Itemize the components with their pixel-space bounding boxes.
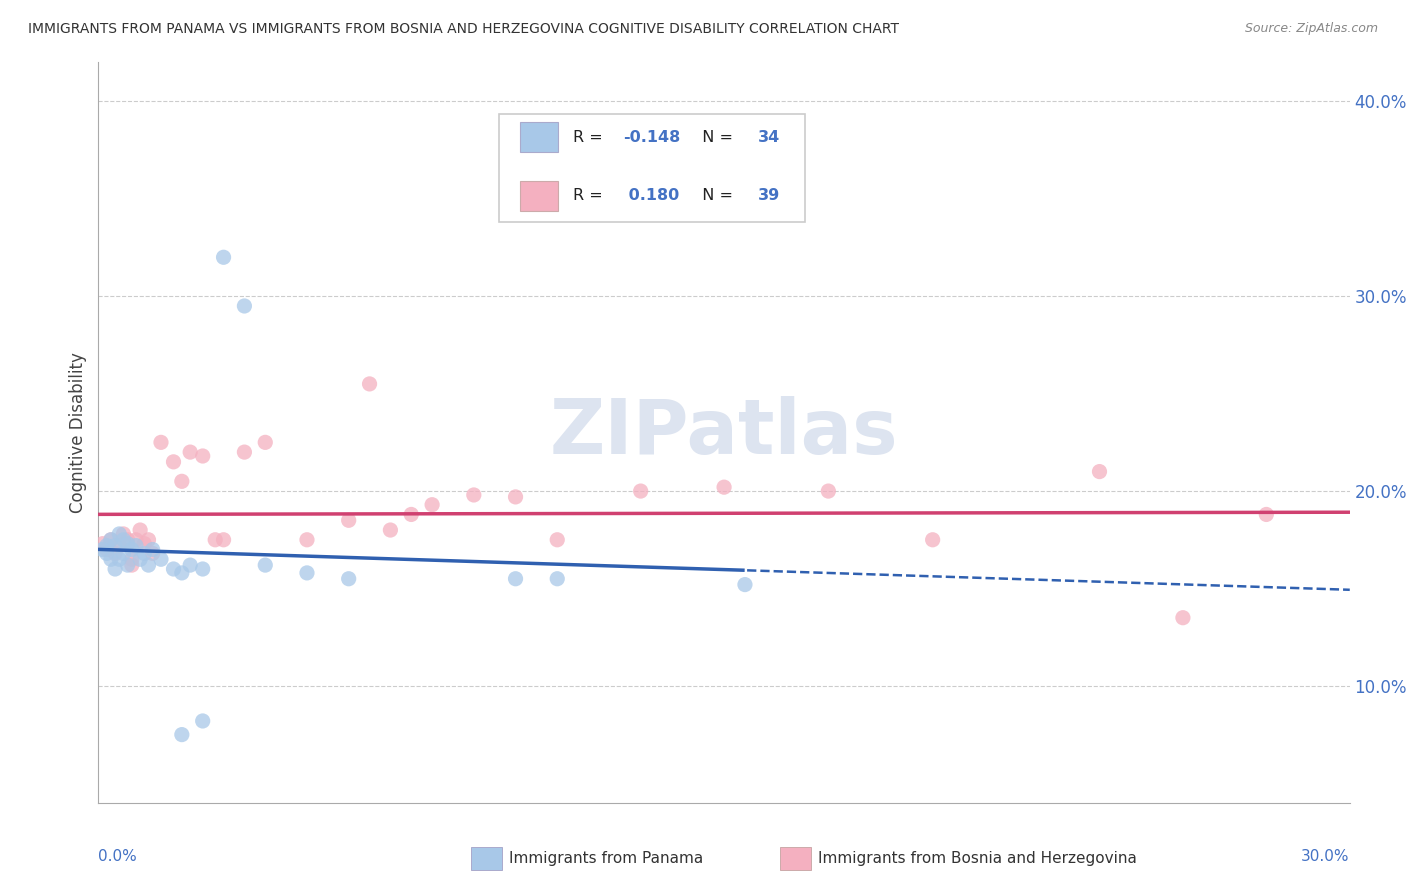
Point <box>100 533 122 547</box>
Point <box>817 484 839 499</box>
Point <box>121 558 143 573</box>
Point <box>233 445 256 459</box>
Point <box>142 542 165 557</box>
Text: Immigrants from Bosnia and Herzegovina: Immigrants from Bosnia and Herzegovina <box>818 851 1137 866</box>
Text: N =: N = <box>692 188 738 203</box>
Point <box>96 546 118 560</box>
Point <box>121 542 143 557</box>
Text: Source: ZipAtlas.com: Source: ZipAtlas.com <box>1244 22 1378 36</box>
Point <box>295 533 318 547</box>
Point <box>125 533 148 547</box>
Text: 0.180: 0.180 <box>623 188 679 203</box>
Point <box>233 299 256 313</box>
Point <box>170 566 193 580</box>
Text: 34: 34 <box>758 129 780 145</box>
Text: R =: R = <box>572 129 607 145</box>
Point <box>191 714 214 728</box>
FancyBboxPatch shape <box>499 114 806 221</box>
Point <box>170 475 193 489</box>
Point <box>134 536 156 550</box>
Point <box>96 539 118 553</box>
Text: N =: N = <box>692 129 738 145</box>
Point <box>505 572 527 586</box>
Text: 30.0%: 30.0% <box>1302 849 1350 863</box>
Point <box>117 533 139 547</box>
Point <box>138 533 160 547</box>
Point <box>170 728 193 742</box>
Point <box>150 435 173 450</box>
Point <box>337 572 360 586</box>
Point <box>91 542 114 557</box>
Point <box>713 480 735 494</box>
Point <box>104 546 127 560</box>
Point <box>630 484 652 499</box>
Point <box>112 533 135 547</box>
Point <box>546 533 568 547</box>
Point <box>546 572 568 586</box>
Point <box>134 546 156 560</box>
Point <box>112 546 135 560</box>
Point <box>734 577 756 591</box>
Point <box>212 250 235 264</box>
Point <box>117 536 139 550</box>
Point <box>162 562 184 576</box>
Point <box>100 533 122 547</box>
Point <box>91 536 114 550</box>
Point <box>212 533 235 547</box>
Point <box>138 558 160 573</box>
Text: ZIPatlas: ZIPatlas <box>550 396 898 469</box>
Text: 0.0%: 0.0% <box>98 849 138 863</box>
Point <box>337 513 360 527</box>
Point <box>420 498 443 512</box>
Point <box>129 552 152 566</box>
Point <box>204 533 226 547</box>
Point <box>505 490 527 504</box>
Bar <box>520 181 558 211</box>
Point <box>463 488 485 502</box>
Point <box>401 508 423 522</box>
Point <box>150 552 173 566</box>
Text: -0.148: -0.148 <box>623 129 681 145</box>
Point <box>1256 508 1278 522</box>
Point <box>295 566 318 580</box>
Point <box>108 539 131 553</box>
Point <box>162 455 184 469</box>
Point <box>921 533 943 547</box>
Bar <box>520 122 558 152</box>
Point <box>380 523 402 537</box>
Point <box>121 552 143 566</box>
Point <box>179 445 201 459</box>
Point <box>108 552 131 566</box>
Y-axis label: Cognitive Disability: Cognitive Disability <box>69 352 87 513</box>
Point <box>96 542 118 557</box>
Point <box>100 552 122 566</box>
Point <box>104 562 127 576</box>
Point <box>254 435 277 450</box>
Point <box>179 558 201 573</box>
Point <box>359 376 381 391</box>
Text: Immigrants from Panama: Immigrants from Panama <box>509 851 703 866</box>
Text: R =: R = <box>572 188 607 203</box>
Point <box>1171 610 1194 624</box>
Point <box>104 539 127 553</box>
Point <box>108 527 131 541</box>
Point <box>142 546 165 560</box>
Point <box>191 562 214 576</box>
Point <box>117 558 139 573</box>
Point <box>254 558 277 573</box>
Point <box>129 523 152 537</box>
Text: IMMIGRANTS FROM PANAMA VS IMMIGRANTS FROM BOSNIA AND HERZEGOVINA COGNITIVE DISAB: IMMIGRANTS FROM PANAMA VS IMMIGRANTS FRO… <box>28 22 898 37</box>
Text: 39: 39 <box>758 188 780 203</box>
Point <box>125 539 148 553</box>
Point <box>112 527 135 541</box>
Point <box>191 449 214 463</box>
Point <box>1088 465 1111 479</box>
